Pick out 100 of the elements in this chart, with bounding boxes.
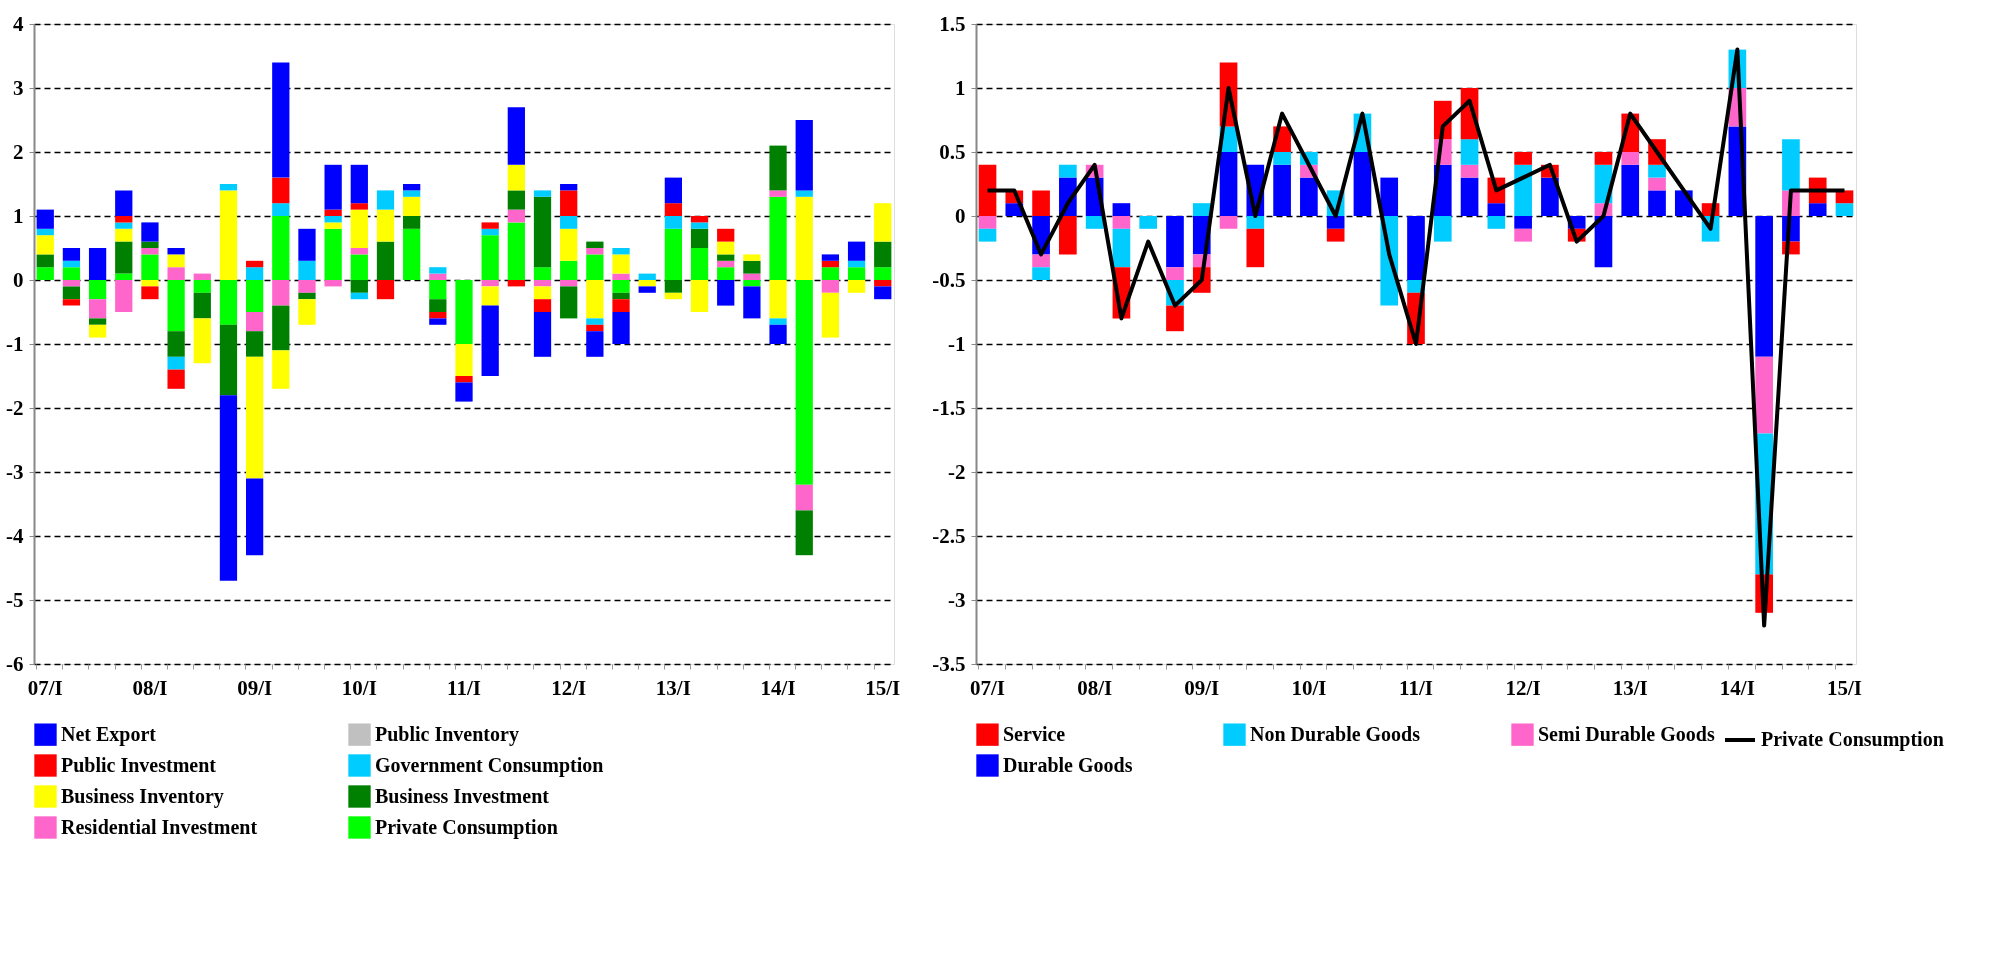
bar [350, 248, 368, 255]
bar [376, 209, 395, 242]
legend-label: Net Export [61, 722, 157, 746]
bar [115, 190, 133, 216]
x-tick-label: 14/I [760, 675, 796, 700]
bar [1219, 216, 1238, 229]
bar [167, 254, 185, 268]
bar [586, 324, 604, 332]
bar [978, 164, 997, 216]
bar [1326, 216, 1345, 229]
legend-label: Public Inventory [375, 722, 519, 746]
bar [141, 286, 159, 300]
bar [245, 331, 264, 357]
x-tick-label: 08/I [132, 675, 168, 700]
legend-label: Private Consumption [1761, 728, 1944, 751]
bar [821, 292, 840, 338]
bar [36, 254, 54, 268]
bar [1808, 203, 1827, 216]
bar [376, 241, 395, 280]
bar [874, 286, 892, 300]
bar [586, 241, 604, 248]
legend-label: Business Investment [375, 784, 550, 807]
y-tick-label: 0 [13, 267, 24, 292]
bar [324, 222, 342, 229]
legend-label: Business Inventory [61, 784, 224, 808]
bar [1032, 267, 1050, 280]
bar [533, 312, 552, 357]
bar [403, 196, 421, 216]
bar [1166, 305, 1184, 332]
bar [1273, 164, 1291, 216]
bar [1246, 228, 1265, 268]
bar [717, 254, 735, 261]
bar [690, 222, 709, 229]
bar [272, 305, 290, 351]
bar [272, 203, 290, 216]
bar [350, 292, 368, 300]
bar [1433, 216, 1452, 242]
bar [36, 228, 54, 236]
bar [245, 260, 264, 268]
bar [403, 228, 421, 280]
bar [1032, 190, 1050, 216]
bar [429, 267, 447, 274]
bar [795, 280, 813, 485]
bar [507, 107, 525, 165]
bar [403, 216, 421, 229]
legend-label: Residential Investment [61, 815, 258, 838]
bar [769, 145, 787, 191]
bar [141, 222, 159, 242]
bar [586, 248, 604, 255]
bar [795, 510, 813, 556]
bar [219, 324, 238, 396]
bar [507, 190, 525, 210]
bar [193, 292, 211, 319]
bar [141, 248, 159, 255]
bar [324, 280, 342, 287]
legend-label: Service [1003, 722, 1066, 745]
bar [612, 280, 630, 293]
bar [193, 318, 211, 364]
legend-label: Semi Durable Goods [1538, 722, 1715, 745]
x-tick-label: 12/I [551, 675, 587, 700]
legend-label: Public Investment [61, 753, 217, 776]
bar [612, 248, 630, 255]
y-tick-label: -5 [6, 587, 24, 612]
bar [1594, 152, 1613, 165]
bar [586, 280, 604, 319]
bar [978, 228, 997, 242]
bar [1648, 164, 1666, 178]
bar [115, 273, 133, 280]
bar [612, 254, 630, 274]
bar [1059, 216, 1077, 255]
x-tick-label: 07/I [970, 675, 1006, 700]
bar [1059, 164, 1077, 178]
bar [429, 312, 447, 319]
bar [1782, 139, 1800, 191]
y-tick-label: 1.5 [939, 11, 966, 36]
bar [115, 280, 133, 312]
bar [350, 164, 368, 204]
bar [324, 209, 342, 216]
x-tick-label: 10/I [1291, 675, 1327, 700]
bar [115, 241, 133, 274]
bar [847, 260, 866, 268]
bar [1755, 216, 1773, 357]
bar [507, 222, 525, 280]
bar [1648, 190, 1666, 216]
bar [560, 286, 578, 319]
bar [167, 280, 185, 332]
bar [612, 312, 630, 344]
bar [586, 331, 604, 357]
bar [1648, 177, 1666, 191]
bar [1353, 152, 1372, 216]
bar [429, 280, 447, 300]
bar [533, 267, 552, 280]
bar [350, 209, 368, 248]
bar [1835, 203, 1854, 216]
bar [403, 184, 421, 191]
bar [272, 280, 290, 306]
bar [481, 286, 499, 306]
bar [1541, 177, 1559, 216]
bar [193, 273, 211, 280]
bar [612, 292, 630, 300]
